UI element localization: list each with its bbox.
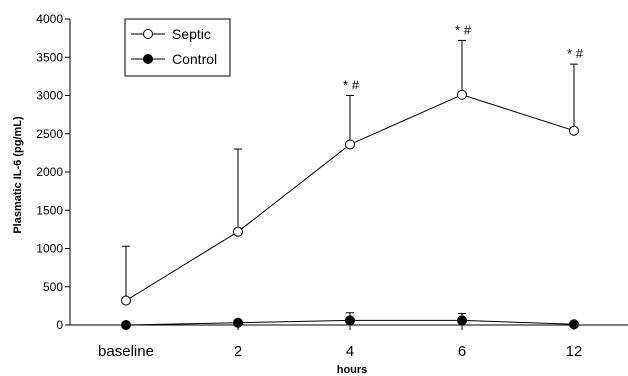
- control-point: [233, 317, 243, 328]
- y-tick-label: 3500: [36, 50, 63, 64]
- significance-annotation: * #: [343, 78, 360, 93]
- significance-annotations: * # * # * #: [343, 22, 584, 92]
- y-tick-label: 4000: [36, 12, 63, 26]
- x-tick-label: 6: [458, 343, 466, 360]
- control-point: [569, 319, 579, 330]
- x-axis-label: hours: [337, 364, 368, 376]
- x-tick-label: baseline: [98, 343, 154, 360]
- x-tick-label: 2: [234, 343, 242, 360]
- significance-annotation: * #: [455, 22, 472, 37]
- legend-label-septic: Septic: [172, 26, 211, 42]
- y-tick-label: 0: [56, 318, 63, 332]
- legend-marker-control: [143, 54, 153, 64]
- septic-point: [457, 89, 467, 100]
- y-tick-label: 3000: [36, 89, 63, 103]
- x-tick-label: 12: [566, 343, 583, 360]
- y-tick-label: 1500: [36, 203, 63, 217]
- legend: Septic Control: [124, 18, 231, 77]
- axes: 0 500 1000 1500 2000 2500 3000 3500 4000 baseline…: [36, 12, 628, 360]
- y-tick-label: 1000: [36, 242, 63, 256]
- y-tick-label: 500: [43, 280, 63, 294]
- error-bars: [122, 39, 578, 325]
- control-point: [457, 315, 467, 326]
- septic-point: [121, 295, 131, 306]
- septic-point: [569, 125, 579, 136]
- legend-label-control: Control: [172, 51, 217, 67]
- legend-marker-septic: [143, 29, 153, 39]
- significance-annotation: * #: [567, 46, 584, 61]
- y-tick-label: 2500: [36, 127, 63, 141]
- septic-point: [345, 139, 355, 150]
- septic-point: [233, 226, 243, 237]
- control-point: [121, 320, 131, 330]
- legend-box: [124, 18, 231, 77]
- y-axis-label: Plasmatic IL-6 (pg/mL): [12, 116, 24, 234]
- y-tick-label: 2000: [36, 165, 63, 179]
- data-points: [121, 89, 579, 330]
- x-tick-label: 4: [346, 343, 354, 360]
- control-point: [345, 315, 355, 326]
